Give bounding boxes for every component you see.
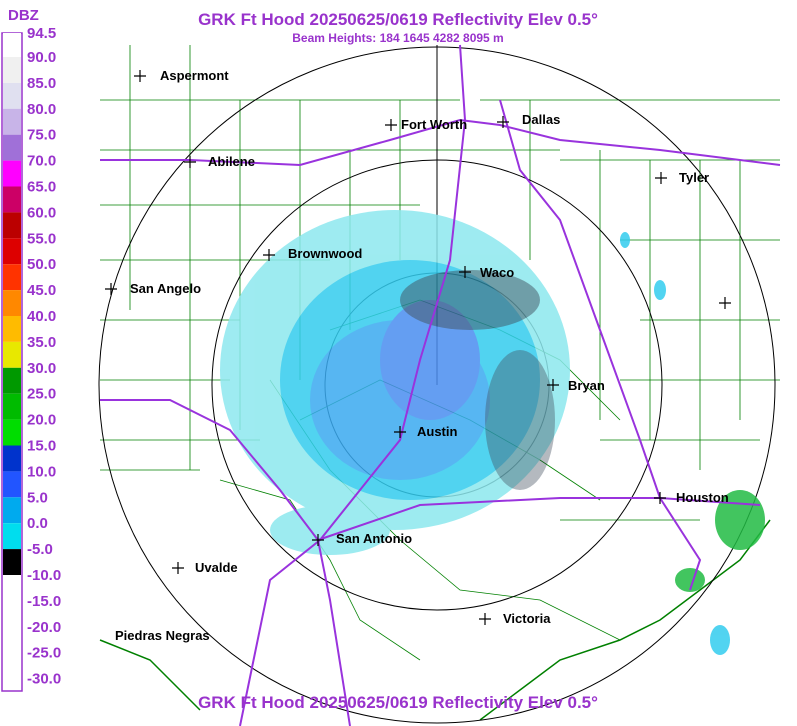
- scale-swatch: [3, 186, 21, 213]
- scale-swatch: [3, 134, 21, 161]
- color-scale: 94.5 90.0 85.0 80.0 75.0 70.0 65.0 60.0 55.0 50.0…: [1, 25, 61, 692]
- scale-swatch: [3, 652, 21, 679]
- scale-label: 50.0: [27, 256, 56, 273]
- scale-label: -30.0: [27, 671, 61, 688]
- scale-swatch: [3, 160, 21, 187]
- city-marker: [459, 266, 471, 278]
- scale-label: -25.0: [27, 645, 61, 662]
- city-marker: [263, 249, 275, 261]
- scale-swatch: [3, 82, 21, 109]
- scale-swatch: [3, 341, 21, 368]
- scale-label: -10.0: [27, 567, 61, 584]
- scale-swatch: [3, 471, 21, 498]
- city-label: San Antonio: [336, 531, 412, 546]
- scale-swatch: [3, 419, 21, 446]
- scale-label: 80.0: [27, 101, 56, 118]
- city-label: Piedras Negras: [115, 628, 210, 643]
- scale-label: 90.0: [27, 49, 56, 66]
- scale-swatch: [3, 575, 21, 601]
- city-label: Victoria: [503, 611, 551, 626]
- scale-swatch: [3, 445, 21, 472]
- scale-swatch: [3, 367, 21, 394]
- scale-label: 25.0: [27, 386, 56, 403]
- scale-swatch: [3, 393, 21, 420]
- scale-label: -15.0: [27, 593, 61, 610]
- city-label: Bryan: [568, 378, 605, 393]
- city-label: Uvalde: [195, 560, 238, 575]
- city-label: Abilene: [208, 154, 255, 169]
- city-marker: [105, 283, 117, 295]
- scale-swatch: [3, 264, 21, 291]
- scale-swatch: [3, 57, 21, 83]
- scale-swatch: [3, 212, 21, 239]
- city-marker: [184, 156, 196, 168]
- scale-swatch: [3, 238, 21, 265]
- scale-label: 10.0: [27, 463, 56, 480]
- scale-swatch: [3, 523, 21, 550]
- scale-swatch: [3, 600, 21, 627]
- scale-swatch: [3, 626, 21, 653]
- scale-label: 70.0: [27, 153, 56, 170]
- scale-label: 35.0: [27, 334, 56, 351]
- scale-swatch: [3, 497, 21, 524]
- scale-swatch: [3, 316, 21, 342]
- city-marker: [394, 426, 406, 438]
- scale-label: 85.0: [27, 75, 56, 92]
- scale-label: 75.0: [27, 127, 56, 144]
- city-label: Dallas: [522, 112, 560, 127]
- scale-label: 20.0: [27, 412, 56, 429]
- scale-label: 5.0: [27, 489, 48, 506]
- city-marker: [547, 379, 559, 391]
- scale-label: -5.0: [27, 541, 53, 558]
- city-label: Tyler: [679, 170, 709, 185]
- scale-label: 94.5: [27, 25, 56, 42]
- city-marker: [172, 562, 184, 574]
- scale-swatch: [3, 108, 21, 135]
- city-marker: [479, 613, 491, 625]
- scale-label: -20.0: [27, 619, 61, 636]
- city-marker: [497, 116, 509, 128]
- scale-label: 0.0: [27, 515, 48, 532]
- legend-unit: DBZ: [8, 7, 39, 24]
- scale-label: 60.0: [27, 204, 56, 221]
- city-marker: [134, 70, 146, 82]
- scale-swatch: [3, 33, 21, 57]
- radar-echoes: [220, 210, 765, 655]
- scale-swatch: [3, 290, 21, 316]
- footer-title: GRK Ft Hood 20250625/0619 Reflectivity E…: [198, 693, 598, 712]
- city-marker: [654, 492, 666, 504]
- city-marker: [655, 172, 667, 184]
- subtitle: Beam Heights: 184 1645 4282 8095 m: [292, 31, 503, 45]
- scale-label: 40.0: [27, 308, 56, 325]
- scale-label: 65.0: [27, 179, 56, 196]
- city-markers: [105, 70, 731, 625]
- scale-label: 45.0: [27, 282, 56, 299]
- city-marker: [385, 119, 397, 131]
- city-label: Fort Worth: [401, 117, 467, 132]
- scale-label: 55.0: [27, 230, 56, 247]
- city-label: Brownwood: [288, 246, 362, 261]
- city-label: Aspermont: [160, 68, 229, 83]
- city-label: Waco: [480, 265, 514, 280]
- title: GRK Ft Hood 20250625/0619 Reflectivity E…: [198, 10, 598, 29]
- city-label: Houston: [676, 490, 729, 505]
- county-lines: [99, 45, 780, 721]
- city-label: San Angelo: [130, 281, 201, 296]
- scale-label: 30.0: [27, 360, 56, 377]
- scale-label: 15.0: [27, 438, 56, 455]
- city-marker: [312, 534, 324, 546]
- scale-swatch: [3, 549, 21, 575]
- city-label: Austin: [417, 424, 458, 439]
- highways: [100, 44, 781, 726]
